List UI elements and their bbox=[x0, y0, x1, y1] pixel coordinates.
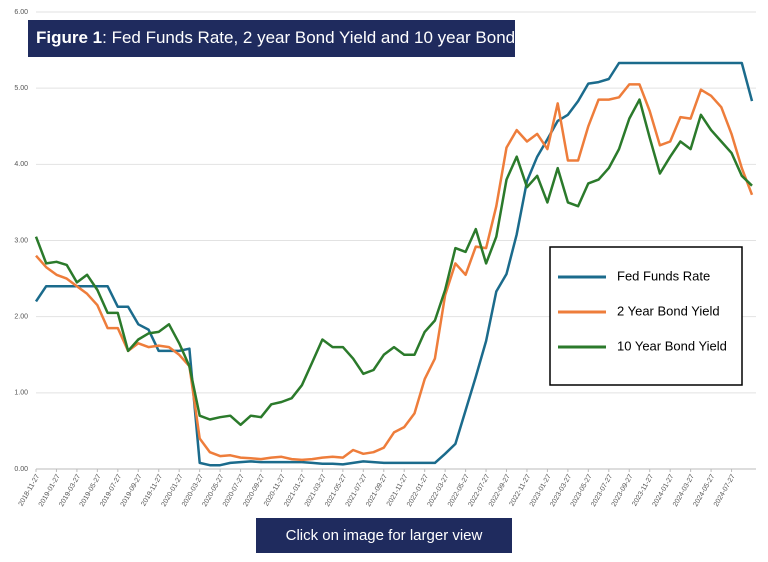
y-tick-label: 6.00 bbox=[14, 9, 28, 16]
y-tick-label: 1.00 bbox=[14, 390, 28, 397]
y-tick-label: 2.00 bbox=[14, 314, 28, 321]
y-tick-label: 4.00 bbox=[14, 161, 28, 168]
figure-label: Figure 1 bbox=[36, 28, 102, 47]
series-line bbox=[34, 98, 753, 427]
series-line bbox=[34, 61, 754, 467]
y-tick-label: 3.00 bbox=[14, 237, 28, 244]
button-bg[interactable] bbox=[256, 518, 512, 553]
title-box bbox=[28, 20, 515, 57]
button-label[interactable]: Click on image for larger view bbox=[286, 527, 483, 544]
series-line bbox=[35, 83, 754, 462]
legend-box bbox=[549, 246, 743, 386]
title-text: : Fed Funds Rate, 2 year Bond Yield and … bbox=[102, 28, 557, 47]
legend-label: 2 Year Bond Yield bbox=[617, 303, 720, 318]
legend-label: 10 Year Bond Yield bbox=[617, 338, 727, 353]
y-tick-label: 0.00 bbox=[14, 466, 28, 473]
legend-label: Fed Funds Rate bbox=[617, 268, 710, 283]
y-tick-label: 5.00 bbox=[14, 85, 28, 92]
chart-title: Figure 1: Fed Funds Rate, 2 year Bond Yi… bbox=[36, 28, 557, 47]
